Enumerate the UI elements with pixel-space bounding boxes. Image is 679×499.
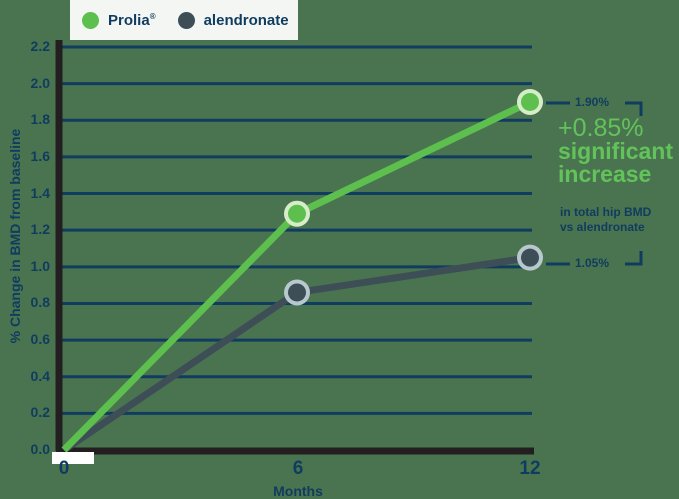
y-tick-0.6: 0.6 xyxy=(30,331,50,348)
y-tick-1.0: 1.0 xyxy=(30,257,50,274)
y-tick-1.2: 1.2 xyxy=(30,221,50,238)
y-tick-2.0: 2.0 xyxy=(30,74,50,91)
y-tick-1.6: 1.6 xyxy=(30,147,50,164)
callout-subtext: in total hip BMD vs alendronate xyxy=(560,205,651,235)
prolia-dot-icon xyxy=(82,11,99,29)
callout-sub-2: vs alendronate xyxy=(560,220,645,234)
x-axis-label: Months xyxy=(273,483,323,499)
y-tick-2.2: 2.2 xyxy=(30,38,50,54)
y-tick-1.8: 1.8 xyxy=(30,111,50,128)
callout-line-1: significant xyxy=(558,138,674,164)
legend-item-alendronate: alendronate xyxy=(177,11,289,29)
alendronate-dot-icon xyxy=(177,11,195,29)
difference-callout: +0.85% significant increase xyxy=(558,114,674,187)
legend-label-prolia: Prolia xyxy=(108,11,150,29)
callout-line-2: increase xyxy=(558,161,652,187)
prolia-value-label: 1.90% xyxy=(575,95,610,109)
origin-tab xyxy=(52,452,94,464)
registered-mark: ® xyxy=(149,11,156,21)
legend-label-alendronate: alendronate xyxy=(203,11,289,29)
x-tick-0: 0 xyxy=(58,458,70,479)
x-tick-12: 12 xyxy=(519,458,541,479)
legend: Prolia® alendronate xyxy=(70,0,298,40)
y-tick-0.8: 0.8 xyxy=(30,294,50,311)
legend-item-prolia: Prolia® xyxy=(82,11,156,29)
y-tick-0.2: 0.2 xyxy=(30,404,50,421)
y-tick-0.4: 0.4 xyxy=(30,367,50,384)
y-tick-1.4: 1.4 xyxy=(30,184,50,201)
callout-sub-1: in total hip BMD xyxy=(560,205,652,219)
x-tick-6: 6 xyxy=(292,458,304,479)
difference-value: +0.85% xyxy=(558,114,644,142)
y-tick-0.0: 0.0 xyxy=(30,441,50,457)
prolia-line xyxy=(61,98,532,453)
alendronate-value-label: 1.05% xyxy=(575,256,610,270)
